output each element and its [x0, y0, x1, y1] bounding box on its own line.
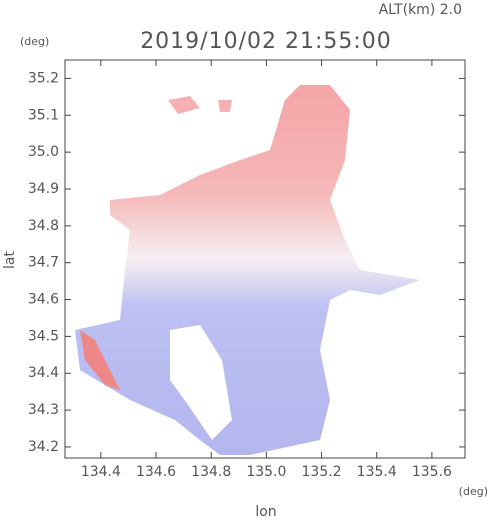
- y-tick-label: 34.9: [28, 181, 59, 197]
- x-tick-label: 134.4: [81, 464, 121, 480]
- x-tick-label: 134.8: [191, 464, 231, 480]
- y-tick-label: 34.4: [28, 365, 59, 381]
- y-tick-label: 35.1: [28, 107, 59, 123]
- x-tick-label: 135.4: [357, 464, 397, 480]
- y-tick-label: 35.2: [28, 70, 59, 86]
- x-tick-label: 134.6: [136, 464, 176, 480]
- y-axis-label: lat: [2, 251, 18, 269]
- x-tick-label: 135.0: [246, 464, 286, 480]
- x-tick-label: 135.2: [302, 464, 342, 480]
- chart-title: 2019/10/02 21:55:00: [140, 29, 392, 54]
- annotation: ALT(km) 2.0: [379, 2, 462, 18]
- plot-frame: [64, 59, 466, 459]
- y-tick-label: 34.7: [28, 255, 59, 271]
- y-tick-label: 34.3: [28, 402, 59, 418]
- y-unit: (deg): [20, 35, 49, 48]
- x-unit: (deg): [459, 485, 488, 498]
- y-tick-label: 34.5: [28, 328, 59, 344]
- y-tick-label: 34.2: [28, 439, 59, 455]
- x-tick-label: 135.6: [412, 464, 452, 480]
- velocity-field: [75, 85, 420, 455]
- y-tick-label: 35.0: [28, 144, 59, 160]
- y-tick-label: 34.6: [28, 292, 59, 308]
- y-tick-label: 34.8: [28, 218, 59, 234]
- x-axis-label: lon: [255, 504, 276, 520]
